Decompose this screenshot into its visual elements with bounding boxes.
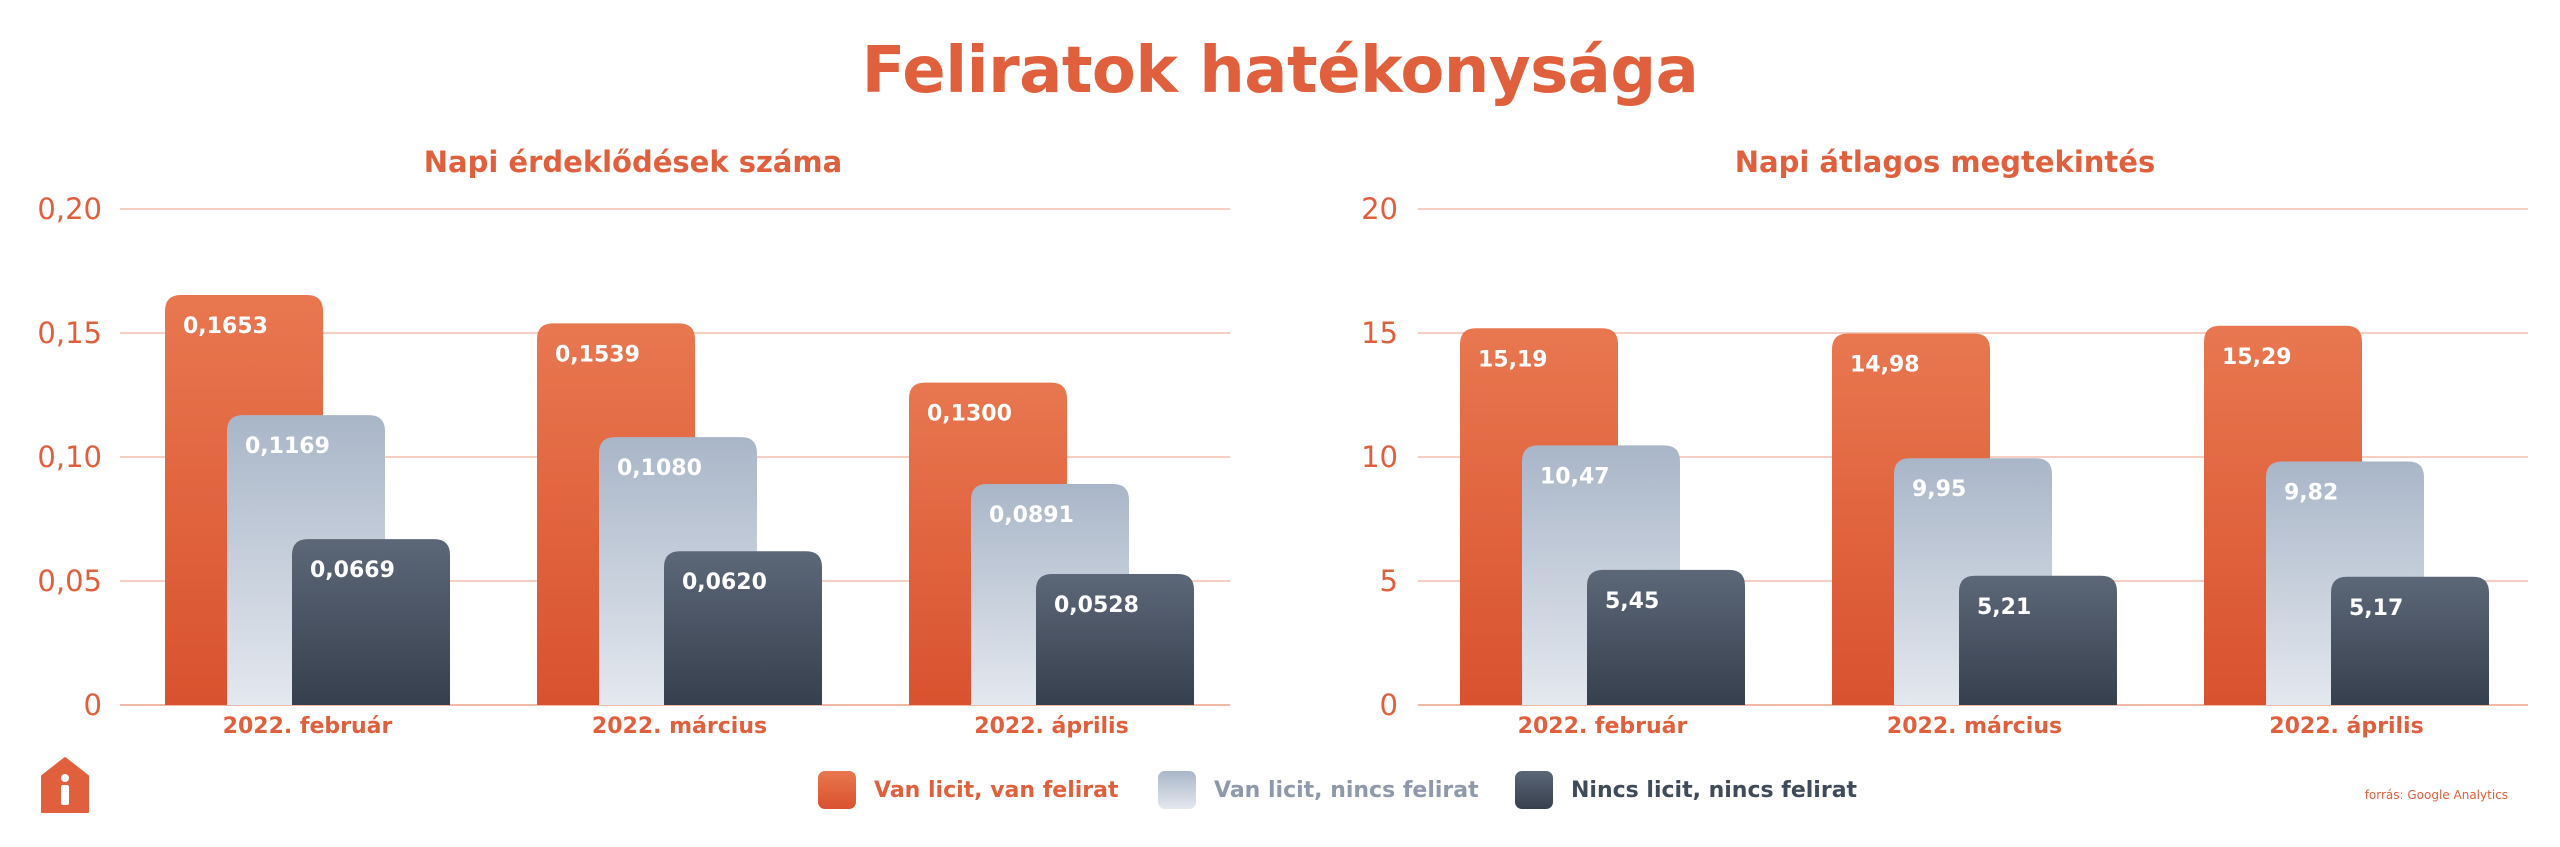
- legend-label: Nincs licit, nincs felirat: [1571, 777, 1858, 803]
- page-title: Feliratok hatékonysága: [861, 34, 1699, 108]
- bar-nincs-licit-nincs-felirat-2022-februar: [292, 539, 450, 705]
- legend-item-van-licit-van-felirat: Van licit, van felirat: [818, 768, 1118, 812]
- y-tick-label: 5: [1380, 564, 1398, 598]
- y-tick-label: 20: [1361, 192, 1398, 226]
- chart-napi-atlagos-megtekintes: Napi átlagos megtekintés 0 5 10 15 20 15,19 10,…: [1361, 145, 2528, 739]
- bar-nincs-licit-nincs-felirat-2022-marcius: [1959, 575, 2117, 705]
- data-label: 0,0669: [310, 558, 395, 583]
- data-label: 5,17: [2349, 596, 2403, 621]
- y-tick-label: 0: [84, 688, 102, 722]
- data-label: 0,0528: [1054, 593, 1139, 618]
- y-tick-label: 0,10: [37, 440, 102, 474]
- data-label: 0,1653: [183, 314, 268, 339]
- x-tick-label: 2022. március: [1887, 714, 2062, 739]
- source-note: forrás: Google Analytics: [2364, 788, 2508, 802]
- data-label: 10,47: [1540, 464, 1610, 489]
- bar-nincs-licit-nincs-felirat-2022-marcius: [664, 551, 822, 705]
- x-tick-label: 2022. március: [592, 714, 767, 739]
- chart-title: Napi átlagos megtekintés: [1735, 145, 2155, 179]
- y-tick-label: 0,05: [37, 564, 102, 598]
- legend-swatch: [1158, 771, 1196, 809]
- y-tick-label: 0,20: [37, 192, 102, 226]
- legend-label: Van licit, nincs felirat: [1214, 777, 1479, 803]
- data-label: 0,0620: [682, 570, 767, 595]
- data-label: 9,82: [2284, 480, 2338, 505]
- y-tick-label: 0,15: [37, 316, 102, 350]
- data-label: 0,1300: [927, 402, 1012, 427]
- legend-item-nincs-licit-nincs-felirat: Nincs licit, nincs felirat: [1515, 768, 1857, 812]
- chart-napi-erdeklodesek: Napi érdeklődések száma 0 0,05 0,10 0,15 0,20…: [37, 145, 1230, 739]
- data-label: 5,21: [1977, 595, 2031, 620]
- data-label: 0,0891: [989, 503, 1074, 528]
- house-info-icon: [41, 757, 89, 813]
- x-tick-label: 2022. április: [2269, 714, 2423, 739]
- legend: Van licit, van felirat Van licit, nincs …: [0, 768, 2560, 818]
- bar-nincs-licit-nincs-felirat-2022-aprilis: [2331, 576, 2489, 705]
- x-tick-label: 2022. február: [223, 714, 393, 739]
- data-label: 15,29: [2222, 345, 2292, 370]
- y-tick-label: 10: [1361, 440, 1398, 474]
- data-label: 0,1169: [245, 434, 330, 459]
- y-tick-label: 15: [1361, 316, 1398, 350]
- data-label: 0,1080: [617, 456, 702, 481]
- legend-item-van-licit-nincs-felirat: Van licit, nincs felirat: [1158, 768, 1479, 812]
- data-label: 0,1539: [555, 342, 640, 367]
- y-tick-label: 0: [1380, 688, 1398, 722]
- chart-title: Napi érdeklődések száma: [424, 145, 842, 179]
- data-label: 9,95: [1912, 477, 1966, 502]
- legend-swatch: [818, 771, 856, 809]
- bar-nincs-licit-nincs-felirat-2022-februar: [1587, 569, 1745, 705]
- x-tick-label: 2022. február: [1518, 714, 1688, 739]
- x-tick-label: 2022. április: [974, 714, 1128, 739]
- legend-swatch: [1515, 771, 1553, 809]
- legend-label: Van licit, van felirat: [874, 777, 1119, 803]
- bar-nincs-licit-nincs-felirat-2022-aprilis: [1036, 574, 1194, 705]
- data-label: 15,19: [1478, 347, 1548, 372]
- data-label: 5,45: [1605, 589, 1659, 614]
- data-label: 14,98: [1850, 352, 1920, 377]
